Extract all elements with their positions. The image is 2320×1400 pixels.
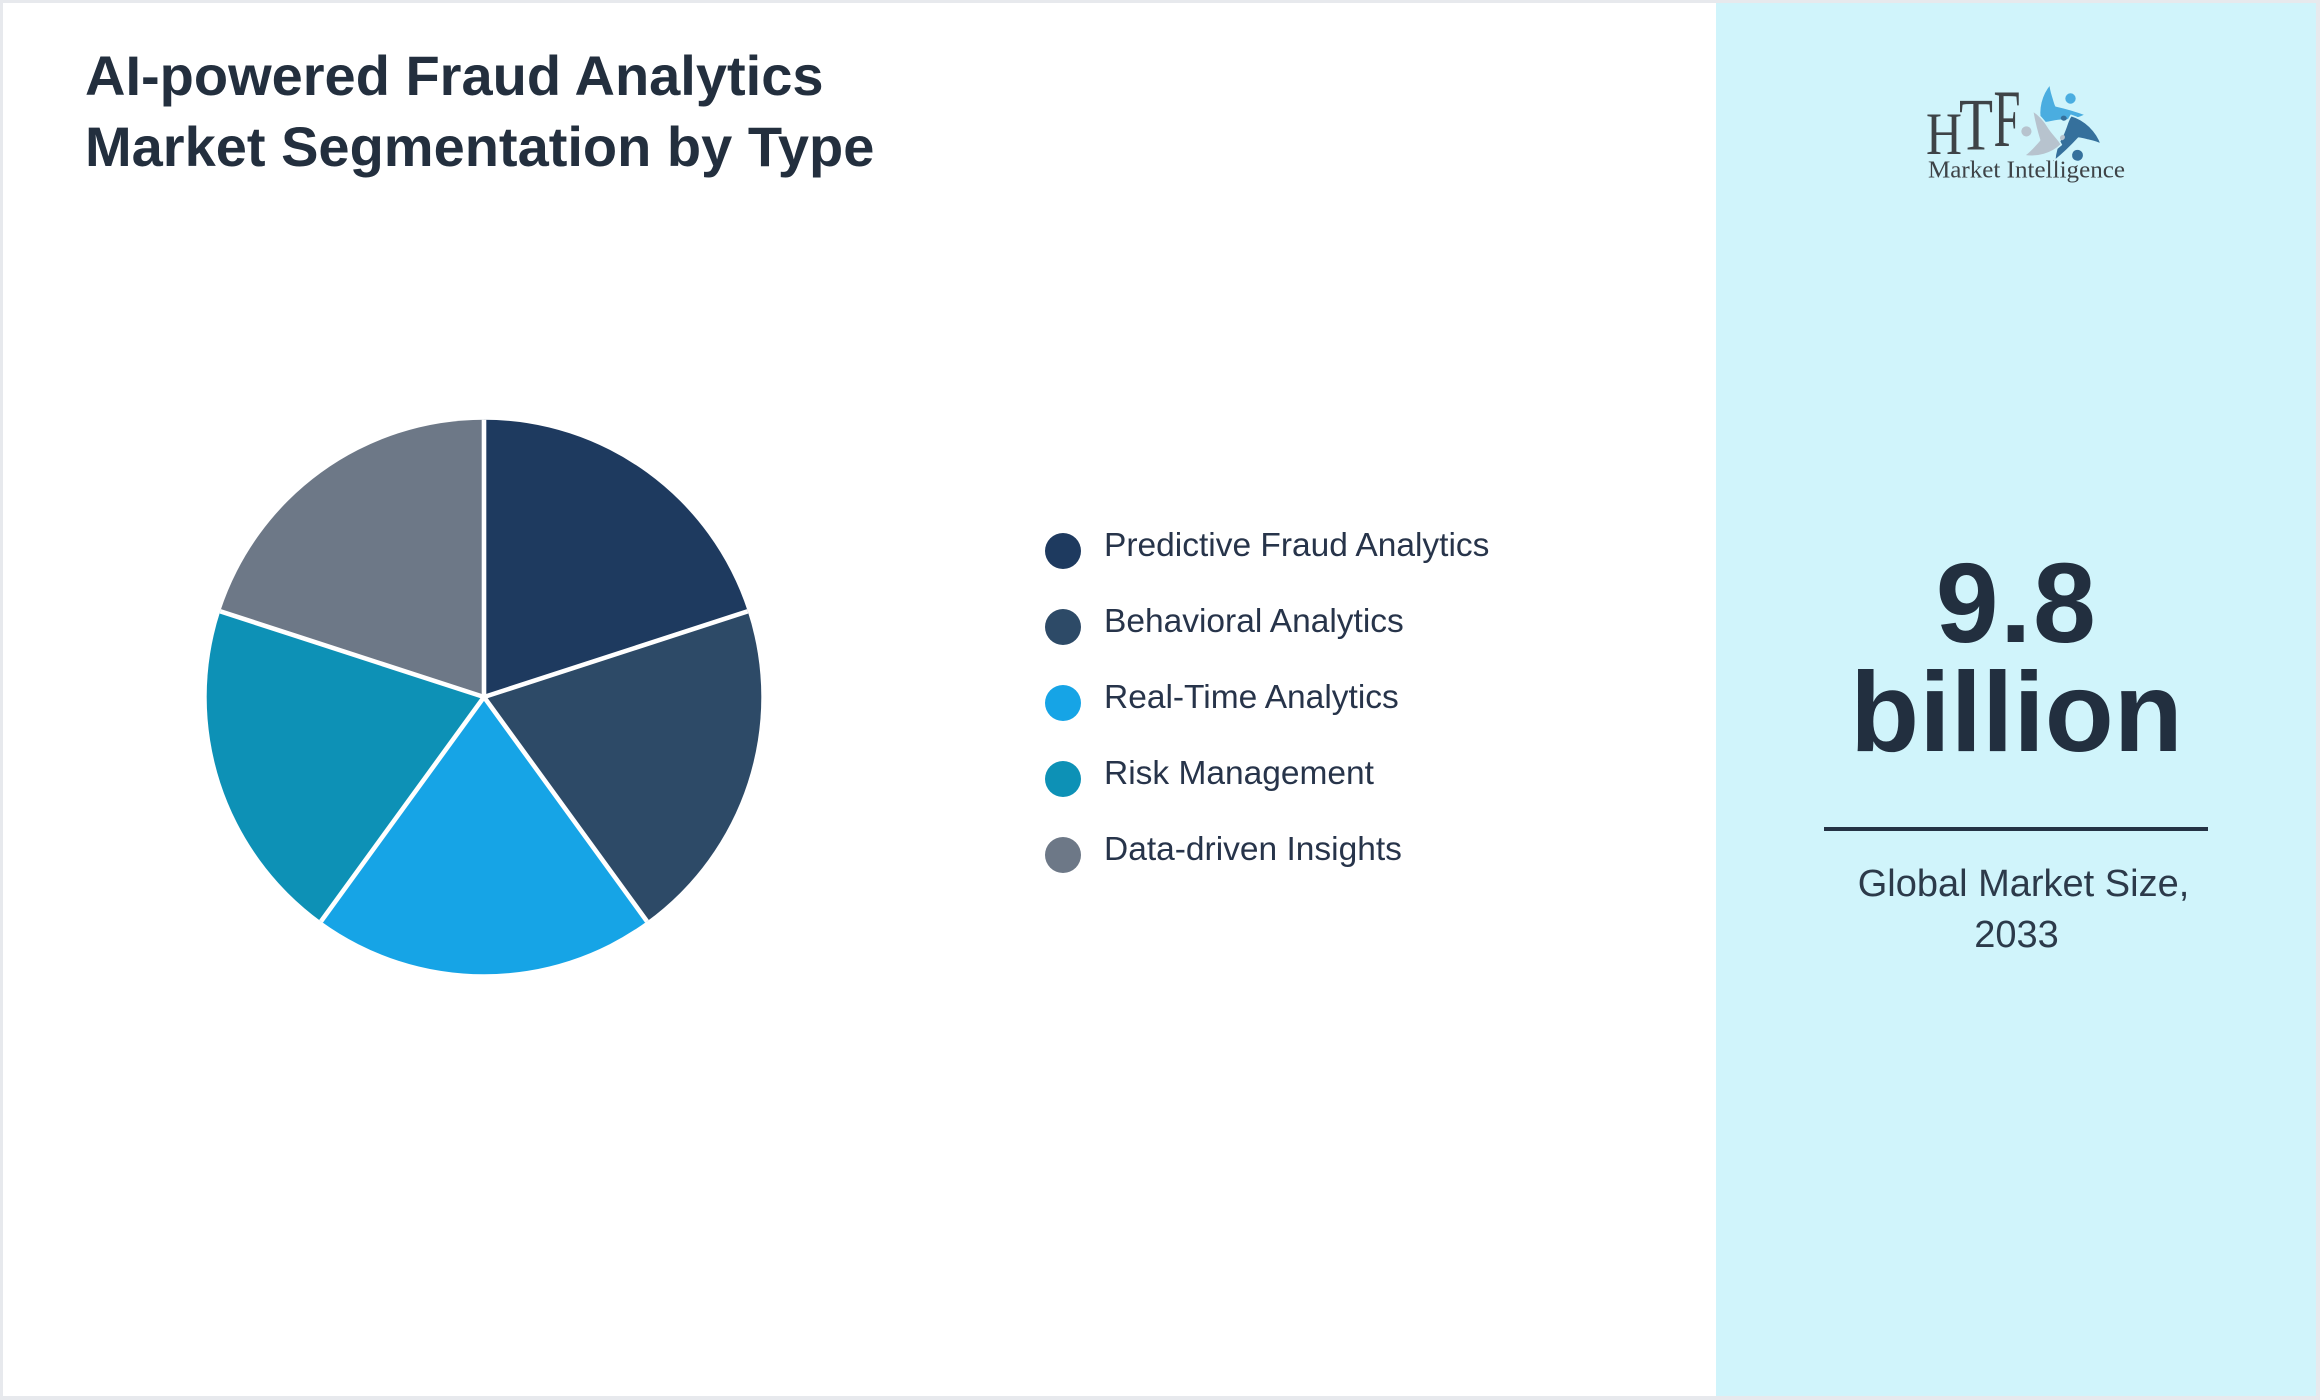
svg-text:T: T [1959, 85, 1993, 167]
svg-text:H: H [1926, 101, 1962, 167]
svg-text:F: F [1994, 73, 2021, 164]
svg-text:Market Intelligence: Market Intelligence [1928, 158, 2125, 184]
